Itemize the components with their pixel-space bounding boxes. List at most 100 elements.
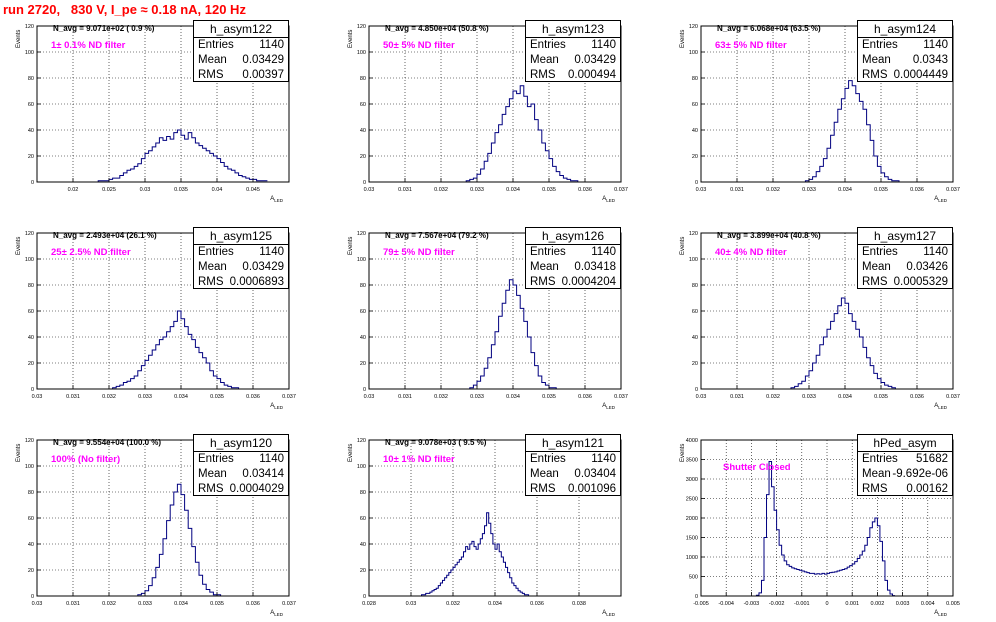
x-tick-label: -0.003 (744, 601, 760, 607)
x-tick-label: -0.001 (794, 601, 810, 607)
x-tick-label: 0.037 (946, 394, 960, 400)
stats-value: 0.0343 (912, 54, 948, 66)
stats-box: hPed_asym Entries 51682 Mean -9.692e-06 RMS 0.… (857, 434, 953, 496)
x-tick-label: 0.035 (542, 394, 556, 400)
x-tick-label: 0.02 (68, 187, 79, 193)
x-tick-label: 0.034 (838, 394, 852, 400)
stats-value: 0.0004204 (561, 276, 616, 288)
histogram-plot: 0.03 0.031 0.032 0.033 0.034 0.035 0.036 0.037 0… (689, 231, 960, 410)
y-tick-label: 60 (692, 309, 698, 315)
x-tick-label: 0.031 (398, 187, 412, 193)
histogram-plot: 0.03 0.031 0.032 0.033 0.034 0.035 0.036 0.037 0… (689, 24, 960, 203)
y-tick-label: 60 (692, 102, 698, 108)
stats-value: 0.0006893 (229, 276, 284, 288)
x-tick-label: 0.032 (446, 601, 460, 607)
y-tick-label: 120 (25, 24, 34, 30)
x-axis-label: ALED (270, 610, 284, 617)
y-tick-label: 40 (28, 128, 34, 134)
y-axis-label: Events (348, 443, 354, 462)
x-tick-label: 0.032 (766, 394, 780, 400)
x-tick-label: 0.035 (174, 187, 188, 193)
x-tick-label: 0.045 (246, 187, 260, 193)
stats-value: 0.03429 (574, 54, 616, 66)
y-tick-label: 40 (692, 128, 698, 134)
n-avg-label: N_avg = 9.071e+02 ( 0.9 %) (53, 24, 155, 33)
n-avg-label: N_avg = 9.078e+03 ( 9.5 %) (385, 438, 487, 447)
x-tick-label: 0.037 (282, 601, 296, 607)
stats-box: h_asym121 Entries 1140 Mean 0.03404 RMS 0.0010… (525, 434, 621, 496)
histogram-panel-h_asym121: 0.028 0.03 0.032 0.034 0.036 0.038 0 20 40 60 80 10… (332, 414, 664, 621)
x-tick-label: 0.028 (362, 601, 376, 607)
stats-row-rms: RMS 0.000494 (526, 68, 620, 83)
n-avg-label: N_avg = 3.899e+04 (40.8 %) (717, 231, 821, 240)
x-tick-label: 0.032 (102, 394, 116, 400)
stats-row-mean: Mean 0.03418 (526, 260, 620, 275)
x-tick-label: 0.032 (434, 187, 448, 193)
histogram-panel-h_asym127: 0.03 0.031 0.032 0.033 0.034 0.035 0.036 0.037 0… (664, 207, 996, 414)
y-tick-label: 0 (363, 180, 366, 186)
x-tick-label: -0.005 (693, 601, 709, 607)
x-tick-label: 0.031 (730, 187, 744, 193)
x-tick-label: 0.036 (530, 601, 544, 607)
y-tick-label: 2500 (686, 497, 698, 503)
x-tick-label: 0.032 (766, 187, 780, 193)
stats-value: 0.00162 (906, 483, 948, 495)
histogram-panel-h_asym120: 0.03 0.031 0.032 0.033 0.034 0.035 0.036 0.037 0… (0, 414, 332, 621)
x-axis-label: ALED (934, 403, 948, 410)
filter-label: 100% (No filter) (51, 454, 121, 465)
stats-value: 1140 (259, 453, 284, 465)
stats-row-rms: RMS 0.0004204 (526, 275, 620, 290)
histogram-line (804, 80, 903, 183)
x-tick-label: 0.032 (434, 394, 448, 400)
x-tick-label: 0.033 (802, 394, 816, 400)
y-tick-label: 40 (28, 335, 34, 341)
x-tick-label: 0.037 (282, 394, 296, 400)
stats-key: Entries (862, 39, 898, 51)
y-axis-label: Events (16, 29, 22, 48)
page-title: run 2720, 830 V, I_pe ≈ 0.18 nA, 120 Hz (3, 2, 246, 17)
stats-value: 0.0004449 (893, 69, 948, 81)
x-tick-label: 0.03 (696, 394, 707, 400)
x-tick-label: 0.03 (364, 394, 375, 400)
histogram-panel-h_asym123: 0.03 0.031 0.032 0.033 0.034 0.035 0.036 0.037 0… (332, 0, 664, 207)
x-tick-label: 0.034 (174, 601, 188, 607)
stats-key: Mean (530, 54, 559, 66)
y-tick-label: 0 (31, 594, 34, 600)
stats-title: h_asym121 (526, 435, 620, 452)
stats-key: RMS (530, 276, 556, 288)
y-tick-label: 60 (28, 516, 34, 522)
x-tick-label: 0.031 (66, 601, 80, 607)
x-tick-label: 0.03 (140, 187, 151, 193)
stats-value: 51682 (916, 453, 948, 465)
y-tick-label: 120 (689, 24, 698, 30)
x-tick-label: 0.031 (730, 394, 744, 400)
y-tick-label: 20 (692, 154, 698, 160)
y-tick-label: 120 (357, 24, 366, 30)
x-tick-label: 0.036 (246, 394, 260, 400)
stats-box: h_asym124 Entries 1140 Mean 0.0343 RMS 0.00044… (857, 20, 953, 82)
stats-key: Entries (530, 39, 566, 51)
stats-value: 1140 (923, 246, 948, 258)
x-tick-label: 0.035 (542, 187, 556, 193)
x-tick-label: 0.033 (470, 394, 484, 400)
x-axis-label: ALED (602, 196, 616, 203)
stats-value: 0.03414 (242, 468, 284, 480)
histogram-plot: 0.028 0.03 0.032 0.034 0.036 0.038 0 20 40 60 80 10… (357, 438, 622, 617)
filter-label: 25± 2.5% ND filter (51, 247, 131, 258)
histogram-panel-hPed_asym: -0.005 -0.004 -0.003 -0.002 -0.001 0 0.001 0.00… (664, 414, 996, 621)
stats-value: 1140 (923, 39, 948, 51)
stats-row-entries: Entries 1140 (194, 245, 288, 260)
y-tick-label: 80 (360, 490, 366, 496)
x-tick-label: -0.002 (769, 601, 785, 607)
histogram-plot: 0.03 0.031 0.032 0.033 0.034 0.035 0.036 0.037 0… (357, 231, 628, 410)
stats-key: Entries (862, 246, 898, 258)
y-tick-label: 0 (31, 387, 34, 393)
x-tick-label: 0.037 (614, 394, 628, 400)
stats-box: h_asym125 Entries 1140 Mean 0.03429 RMS 0.0006… (193, 227, 289, 289)
x-tick-label: 0.03 (32, 601, 43, 607)
y-tick-label: 100 (357, 464, 366, 470)
stats-row-mean: Mean 0.03429 (194, 53, 288, 68)
y-tick-label: 2000 (686, 516, 698, 522)
histogram-plot: 0.03 0.031 0.032 0.033 0.034 0.035 0.036 0.037 0… (357, 24, 628, 203)
stats-row-entries: Entries 1140 (194, 38, 288, 53)
